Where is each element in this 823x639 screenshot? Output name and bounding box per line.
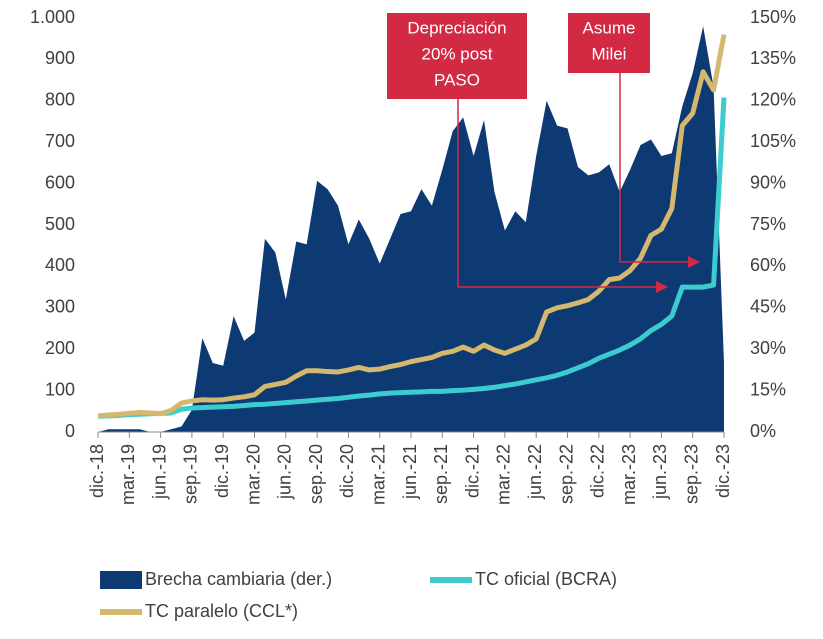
line (97, 97, 727, 419)
x-tick-label: jun.-21 (400, 444, 420, 500)
annotation-arrow (619, 73, 690, 263)
y2-tick-label: 90% (750, 172, 786, 192)
x-tick-label: dic.-20 (337, 444, 357, 498)
y-tick-label: 100 (45, 379, 75, 399)
annotation-text: Depreciación (407, 18, 506, 37)
y-tick-label: 900 (45, 48, 75, 68)
y2-tick-label: 150% (750, 7, 796, 27)
x-tick-label: dic.-23 (713, 444, 733, 498)
annotation-text: Milei (592, 44, 627, 63)
y-tick-label: 700 (45, 131, 75, 151)
x-tick-label: sep.-23 (681, 444, 701, 504)
y2-tick-label: 15% (750, 379, 786, 399)
annotation-box (387, 13, 527, 99)
legend-label: Brecha cambiaria (der.) (145, 569, 332, 589)
x-tick-label: sep.-22 (556, 444, 576, 504)
y-tick-label: 400 (45, 255, 75, 275)
annotation-text: Asume (583, 18, 636, 37)
y-tick-label: 600 (45, 172, 75, 192)
x-tick-label: mar.-22 (494, 444, 514, 505)
y2-tick-label: 120% (750, 90, 796, 110)
y-tick-label: 200 (45, 338, 75, 358)
y2-tick-label: 0% (750, 421, 776, 441)
y2-tick-label: 105% (750, 131, 796, 151)
y2-tick-label: 60% (750, 255, 786, 275)
arrow-head (688, 256, 700, 268)
annotation-box (568, 13, 650, 73)
y-tick-label: 500 (45, 214, 75, 234)
x-tick-label: mar.-21 (368, 444, 388, 505)
x-tick-label: jun.-19 (149, 444, 169, 500)
legend-label: TC oficial (BCRA) (475, 569, 617, 589)
area (98, 26, 724, 433)
annotation-text: 20% post (422, 44, 493, 63)
legend-label: TC paralelo (CCL*) (145, 601, 298, 621)
line (97, 34, 727, 419)
x-tick-label: mar.-20 (243, 444, 263, 505)
x-tick-label: dic.-19 (212, 444, 232, 498)
y-tick-label: 800 (45, 90, 75, 110)
x-tick-label: dic.-21 (462, 444, 482, 498)
annotation-text: PASO (434, 70, 480, 89)
y2-tick-label: 30% (750, 338, 786, 358)
x-tick-label: sep.-19 (181, 444, 201, 504)
x-tick-label: mar.-19 (118, 444, 138, 505)
x-tick-label: jun.-22 (525, 444, 545, 500)
x-tick-label: mar.-23 (619, 444, 639, 505)
x-tick-label: dic.-18 (87, 444, 107, 498)
annotation-arrow (457, 99, 658, 288)
x-tick-label: sep.-21 (431, 444, 451, 504)
y2-tick-label: 45% (750, 297, 786, 317)
y2-tick-label: 135% (750, 48, 796, 68)
x-tick-label: dic.-22 (588, 444, 608, 498)
x-tick-label: jun.-23 (650, 444, 670, 500)
x-tick-label: jun.-20 (275, 444, 295, 500)
y-tick-label: 1.000 (30, 7, 75, 27)
x-tick-label: sep.-20 (306, 444, 326, 504)
arrow-head (656, 281, 668, 293)
legend-swatch (100, 571, 142, 589)
y2-tick-label: 75% (750, 214, 786, 234)
y-tick-label: 300 (45, 297, 75, 317)
y-tick-label: 0 (65, 421, 75, 441)
